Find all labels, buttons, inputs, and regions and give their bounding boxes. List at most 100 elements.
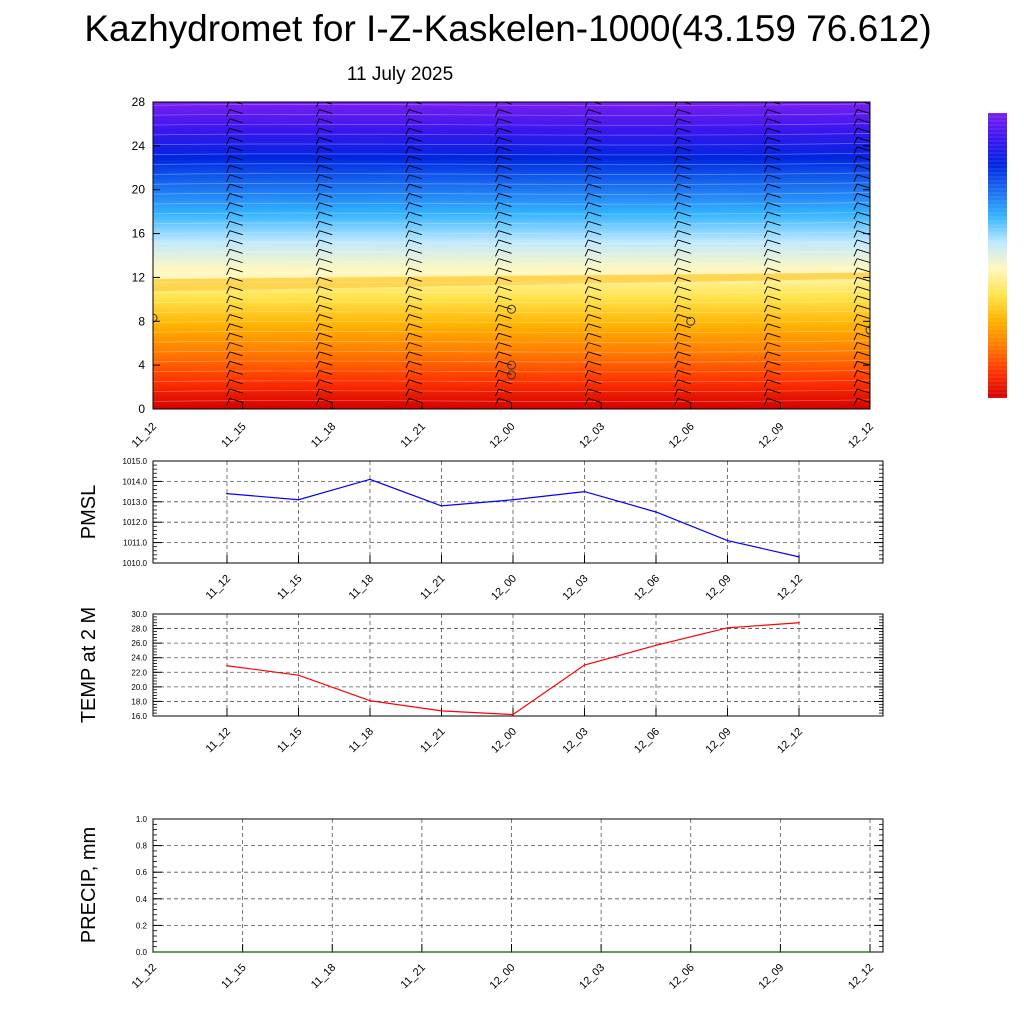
wind-barb-flag	[405, 102, 409, 108]
wind-barb-flag	[495, 388, 499, 397]
y-tick-label: 0.2	[136, 921, 148, 930]
wind-barb-flag	[226, 211, 231, 220]
wind-barb	[498, 267, 512, 273]
wind-barb	[767, 295, 781, 301]
wind-barb	[677, 220, 691, 226]
wind-barb-flag	[137, 128, 140, 135]
wind-barb-flag	[495, 277, 499, 285]
contour-line	[153, 389, 870, 393]
wind-barb	[408, 323, 423, 329]
wind-barb-flag	[853, 102, 857, 108]
contour-line	[153, 162, 870, 166]
wind-barb-flag	[674, 183, 679, 192]
wind-barb	[498, 323, 512, 329]
wind-barb-flag	[674, 221, 679, 229]
wind-barb-flag	[495, 174, 499, 182]
data-point	[331, 951, 334, 953]
wind-barb-flag	[584, 351, 589, 360]
contour-line	[153, 300, 870, 304]
wind-barb-flag	[405, 277, 410, 285]
wind-barb	[153, 308, 154, 310]
wind-barb	[408, 286, 423, 292]
wind-barb	[677, 211, 691, 217]
wind-barb-flag	[763, 333, 768, 341]
wind-barb-flag	[495, 379, 499, 387]
data-point	[226, 664, 228, 667]
wind-barb-flag	[226, 193, 231, 201]
data-point	[726, 627, 729, 629]
wind-barb-flag	[584, 202, 589, 210]
panel-frame	[152, 613, 884, 717]
wind-barb	[319, 332, 333, 338]
wind-barb	[587, 239, 602, 245]
pmsl-panel: 1010.0 1011.0 1012.0 1013.0 1014.0 1015.0 11_1…	[78, 457, 884, 603]
wind-barb-flag	[584, 137, 589, 145]
y-tick-label: 1011.0	[123, 539, 147, 548]
wind-barb-flag	[315, 277, 320, 285]
wind-barb	[408, 230, 423, 236]
wind-barb-flag	[853, 342, 858, 350]
wind-barb-flag	[495, 249, 499, 257]
wind-barb-flag	[315, 165, 320, 173]
wind-barb-flag	[853, 193, 858, 201]
wind-barb-flag	[495, 230, 499, 238]
wind-barb	[587, 137, 602, 142]
wind-barb	[229, 276, 243, 282]
wind-barb-flag	[763, 370, 768, 378]
wind-barb	[319, 174, 333, 180]
wind-barb-flag	[584, 183, 589, 192]
wind-barb-flag	[853, 351, 858, 360]
y-tick-label: 16.0	[131, 712, 147, 721]
wind-barb	[319, 192, 333, 198]
wind-barb	[856, 267, 870, 273]
x-tick-label: 11_15	[275, 726, 305, 756]
wind-barb-flag	[315, 183, 320, 192]
wind-barb-flag	[853, 118, 858, 127]
wind-barb	[856, 276, 870, 282]
data-point	[421, 951, 423, 953]
wind-barb-flag	[226, 230, 231, 238]
wind-barb	[677, 332, 691, 338]
wind-barb	[587, 211, 602, 217]
wind-barb	[229, 220, 243, 226]
wind-barb-flag	[137, 343, 140, 350]
wind-barb-column	[853, 102, 870, 406]
wind-barb	[587, 230, 602, 236]
wind-barb-flag	[495, 314, 499, 322]
wind-barb-column	[226, 102, 243, 406]
x-tick-label: 12_12	[846, 962, 876, 992]
x-tick-label: 12_00	[488, 962, 518, 992]
wind-barb	[229, 332, 243, 338]
x-tick-label: 12_09	[756, 962, 786, 992]
x-tick-label: 11_12	[204, 726, 234, 756]
x-tick-label: 11_15	[219, 421, 249, 451]
wind-barb-flag	[584, 305, 589, 313]
data-point	[297, 674, 300, 676]
wind-barb	[498, 370, 512, 375]
wind-barb-flag	[137, 333, 140, 340]
wind-barb-flag	[495, 258, 499, 266]
wind-barb-flag	[853, 388, 858, 397]
wind-barb-flag	[763, 239, 768, 248]
wind-barb-flag	[405, 118, 410, 127]
x-tick-label: 12_00	[489, 726, 519, 756]
x-tick-label: 12_03	[561, 573, 591, 603]
wind-barb-flag	[315, 193, 320, 201]
wind-barb-flag	[674, 155, 679, 164]
y-tick-label: 1010.0	[123, 559, 148, 568]
wind-barb	[856, 351, 870, 357]
calm-marker	[507, 304, 516, 314]
wind-barb-flag	[405, 398, 410, 406]
wind-barb	[767, 137, 781, 142]
section-fill	[153, 102, 870, 409]
wind-barb	[856, 360, 870, 366]
contour-line	[153, 241, 870, 245]
wind-barb-flag	[584, 398, 589, 406]
calm-marker	[507, 360, 516, 370]
wind-barb-flag	[584, 211, 589, 220]
wind-barb-flag	[674, 277, 679, 285]
x-tick-label: 11_12	[130, 962, 160, 992]
wind-barb-flag	[226, 109, 231, 117]
wind-barb-flag	[226, 305, 231, 313]
data-point	[440, 505, 443, 507]
